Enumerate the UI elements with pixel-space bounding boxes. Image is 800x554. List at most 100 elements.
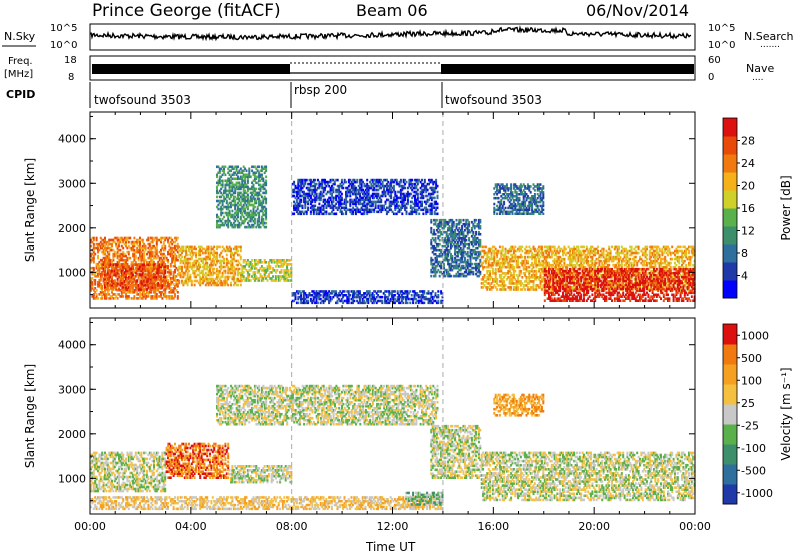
power-cell-5-41-17 (349, 178, 352, 182)
power-cell-7-15-2 (501, 284, 504, 287)
power-cell-2-35-11 (227, 261, 230, 265)
power-cell-5-53-12 (366, 188, 369, 192)
power-cell-1-44-9 (164, 269, 167, 273)
power-cell-4-14-6 (235, 213, 238, 217)
power-cell-6-5-24 (437, 226, 440, 230)
power-cell-4-32-4 (260, 217, 263, 221)
power-cell-7-28-21 (519, 245, 522, 249)
power-cell-7-16-8 (503, 272, 506, 275)
power-cell-7-14-0 (500, 288, 503, 291)
power-cell-4-0-30 (216, 165, 218, 169)
power-cell-5-31-8 (335, 196, 338, 200)
power-cell-5-43-13 (352, 186, 355, 190)
power-cell-5-29-17 (332, 178, 335, 182)
power-cell-2-2-1 (181, 281, 183, 285)
power-cell-0-7-26 (99, 244, 102, 248)
power-cell-5-17-10 (315, 192, 318, 196)
power-cell-0-2-21 (92, 254, 95, 258)
power-cell-7-53-14 (555, 259, 557, 263)
power-cell-6-35-11 (479, 252, 482, 256)
power-cell-5-89-9 (416, 194, 419, 198)
power-cell-6-34-0 (477, 274, 480, 278)
power-cell-4-14-11 (235, 203, 238, 207)
power-cell-7-54-12 (556, 263, 559, 267)
power-cell-5-99-5 (430, 202, 433, 206)
power-cell-7-1-16 (482, 255, 485, 259)
power-cell-7-1-6 (482, 276, 485, 279)
power-cell-5-49-13 (360, 186, 363, 190)
power-cell-5-93-2 (422, 208, 425, 212)
power-cell-2-21-19 (207, 245, 210, 249)
power-cell-0-10-30 (104, 236, 106, 240)
power-cell-5-80-7 (404, 198, 407, 202)
power-cell-5-6-0 (300, 212, 303, 216)
power-cell-7-12-14 (497, 259, 500, 263)
power-cell-5-64-16 (381, 180, 384, 184)
power-cell-3-32-10 (286, 259, 289, 262)
power-cell-6-35-2 (479, 270, 482, 274)
power-cell-2-43-2 (238, 279, 241, 283)
power-cell-4-2-23 (218, 179, 221, 183)
power-cell-4-20-22 (244, 181, 247, 185)
power-cell-5-45-7 (354, 198, 357, 202)
power-cell-5-89-15 (416, 182, 419, 186)
power-cell-6-11-13 (445, 248, 448, 252)
power-cell-6-14-28 (449, 218, 452, 222)
power-cell-5-49-15 (360, 182, 363, 186)
power-cell-0-16-21 (112, 254, 115, 258)
power-cell-4-33-7 (262, 211, 265, 215)
power-cell-0-36-23 (140, 250, 143, 254)
power-cell-0-22-19 (120, 258, 123, 262)
power-cell-1-34-1 (150, 286, 153, 289)
power-cell-3-20-4 (269, 271, 272, 274)
power-cell-1-7-8 (112, 271, 115, 275)
power-cell-1-0-9 (102, 269, 105, 273)
power-cell-4-1-22 (217, 181, 220, 185)
power-cell-5-89-4 (416, 204, 419, 208)
power-cell-5-60-1 (376, 210, 378, 214)
power-cell-4-2-3 (218, 219, 221, 223)
power-cell-0-2-25 (92, 246, 95, 250)
power-cell-5-45-12 (354, 188, 357, 192)
power-cell-7-43-14 (540, 259, 543, 263)
power-cell-2-18-16 (203, 251, 206, 255)
power-cell-5-39-2 (346, 208, 349, 212)
power-cell-0-2-9 (92, 279, 95, 282)
power-cell-4-30-21 (258, 183, 261, 187)
power-cell-5-57-4 (371, 204, 374, 208)
power-cell-2-44-19 (239, 245, 242, 249)
power-cell-2-12-16 (195, 251, 197, 255)
power-cell-1-8-7 (113, 273, 116, 277)
power-cell-5-85-1 (411, 210, 414, 214)
power-cell-4-19-28 (242, 169, 245, 173)
power-cell-0-57-14 (169, 268, 172, 272)
power-cell-0-33-25 (136, 246, 139, 250)
power-cell-6-12-7 (447, 260, 450, 264)
power-cell-0-39-0 (144, 297, 147, 300)
power-cell-6-21-23 (459, 228, 462, 232)
power-cell-2-13-9 (196, 265, 199, 269)
power-cell-0-26-23 (126, 250, 129, 254)
power-cell-5-4-15 (297, 182, 300, 186)
power-cell-7-36-6 (531, 276, 534, 279)
power-cell-0-31-28 (133, 240, 136, 244)
power-cell-6-22-5 (461, 264, 464, 268)
power-cell-5-21-2 (321, 208, 324, 212)
power-cell-4-5-28 (223, 169, 225, 173)
power-cell-4-35-30 (265, 165, 268, 169)
power-cell-0-0-29 (90, 238, 92, 242)
power-cell-5-49-14 (360, 184, 363, 188)
power-cell-5-11-5 (307, 202, 310, 206)
power-cell-5-26-0 (328, 212, 331, 216)
power-cell-2-21-0 (207, 283, 210, 287)
power-cell-5-93-15 (422, 182, 425, 186)
power-cell-4-12-2 (232, 221, 235, 225)
power-cell-4-32-2 (260, 221, 263, 225)
power-cell-1-37-2 (154, 284, 157, 287)
power-cell-7-27-21 (518, 245, 521, 249)
power-cell-0-22-3 (120, 291, 123, 294)
power-cell-5-19-2 (318, 208, 321, 212)
power-cell-5-76-15 (398, 182, 401, 186)
power-cell-2-23-9 (210, 265, 213, 269)
power-cell-1-14-12 (122, 263, 125, 267)
